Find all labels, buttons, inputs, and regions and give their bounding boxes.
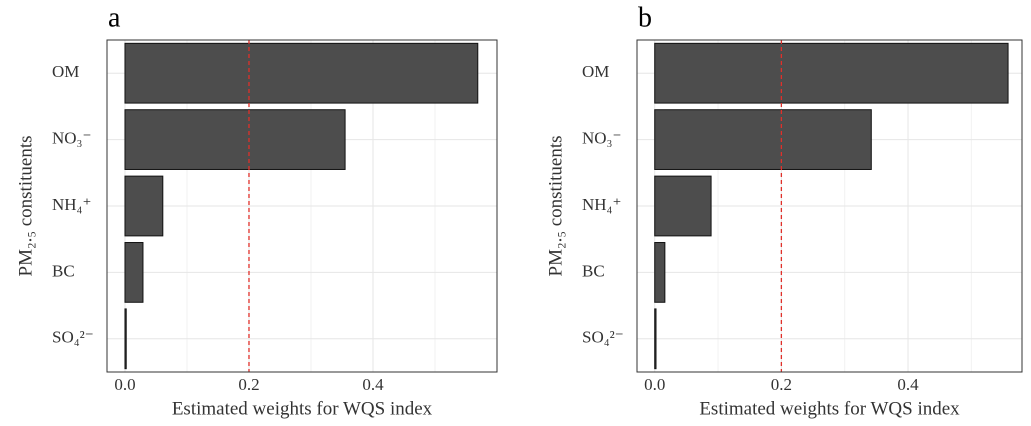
bar bbox=[124, 242, 144, 303]
y-tick-label: NO₃⁻ bbox=[582, 129, 621, 148]
bar bbox=[124, 308, 127, 370]
bar bbox=[654, 308, 657, 370]
x-axis-label: Estimated weights for WQS index bbox=[699, 398, 960, 419]
y-tick-label: BC bbox=[52, 261, 75, 280]
y-tick-label: SO₄²⁻ bbox=[52, 328, 94, 347]
y-tick-label: NO₃⁻ bbox=[52, 129, 91, 148]
bar bbox=[654, 42, 1009, 104]
y-tick-label: NH₄⁺ bbox=[582, 195, 621, 214]
bar bbox=[124, 175, 164, 237]
x-tick-label: 0.4 bbox=[362, 375, 384, 394]
y-axis-label: PM₂.₅ constituents bbox=[545, 136, 566, 277]
plot-border bbox=[636, 39, 1023, 373]
y-tick-label: NH₄⁺ bbox=[52, 195, 91, 214]
y-tick-label: SO₄²⁻ bbox=[582, 328, 624, 347]
x-axis-label: Estimated weights for WQS index bbox=[172, 398, 433, 419]
panel-label: a bbox=[108, 2, 121, 33]
plot-border bbox=[106, 39, 498, 373]
x-tick-label: 0.2 bbox=[238, 375, 259, 394]
y-tick-label: OM bbox=[582, 62, 609, 81]
bar bbox=[124, 42, 479, 104]
x-tick-label: 0.0 bbox=[114, 375, 135, 394]
bar bbox=[654, 175, 712, 237]
y-tick-label: OM bbox=[52, 62, 79, 81]
x-tick-label: 0.2 bbox=[771, 375, 792, 394]
bar bbox=[124, 109, 346, 170]
panel-label: b bbox=[638, 2, 652, 33]
y-tick-label: BC bbox=[582, 261, 605, 280]
bar bbox=[654, 242, 666, 303]
y-axis-label: PM₂.₅ constituents bbox=[15, 136, 36, 277]
x-tick-label: 0.4 bbox=[897, 375, 919, 394]
x-tick-label: 0.0 bbox=[644, 375, 665, 394]
bar bbox=[654, 109, 872, 170]
